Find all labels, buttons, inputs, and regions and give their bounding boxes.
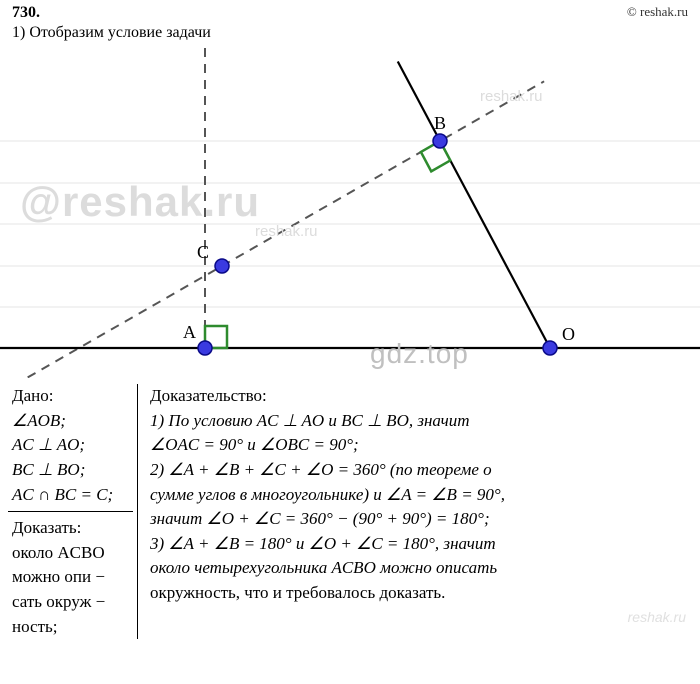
proof-section: Дано: ∠AOB; AC ⊥ AO; BC ⊥ BO; AC ∩ BC = … — [0, 378, 700, 645]
prove-line: можно опи − — [12, 565, 129, 590]
given-title: Дано: — [12, 384, 129, 409]
prove-line: сать окруж − — [12, 590, 129, 615]
proof-title: Доказательство: — [150, 384, 692, 409]
problem-number: 730. — [12, 4, 40, 22]
copyright-text: © reshak.ru — [627, 4, 688, 22]
divider — [8, 511, 133, 512]
svg-text:C: C — [197, 242, 209, 262]
given-line: AC ∩ BC = C; — [12, 483, 129, 508]
given-line: AC ⊥ AO; — [12, 433, 129, 458]
svg-text:O: O — [562, 324, 575, 344]
proof-line: 2) ∠A + ∠B + ∠C + ∠O = 360° (по теореме … — [150, 458, 692, 483]
geometry-figure: ABCO @reshak.ru reshak.ru reshak.ru gdz.… — [0, 48, 700, 378]
svg-text:A: A — [183, 322, 196, 342]
prove-line: около ACBO — [12, 541, 129, 566]
prove-title: Доказать: — [12, 516, 129, 541]
given-line: BC ⊥ BO; — [12, 458, 129, 483]
proof-line: ∠OAC = 90° и ∠OBC = 90°; — [150, 433, 692, 458]
proof-line: около четырехугольника ACBO можно описат… — [150, 556, 692, 581]
proof-line: значит ∠O + ∠C = 360° − (90° + 90°) = 18… — [150, 507, 692, 532]
svg-text:B: B — [434, 113, 446, 133]
given-column: Дано: ∠AOB; AC ⊥ AO; BC ⊥ BO; AC ∩ BC = … — [8, 384, 138, 639]
proof-line: 1) По условию AC ⊥ AO и BC ⊥ BO, значит — [150, 409, 692, 434]
proof-line: окружность, что и требовалось доказать. — [150, 581, 692, 606]
proof-line: сумме углов в многоугольнике) и ∠A = ∠B … — [150, 483, 692, 508]
given-line: ∠AOB; — [12, 409, 129, 434]
step-heading: 1) Отобразим условие задачи — [0, 22, 700, 48]
prove-line: ность; — [12, 615, 129, 640]
proof-column: Доказательство: 1) По условию AC ⊥ AO и … — [138, 384, 692, 639]
proof-line: 3) ∠A + ∠B = 180° и ∠O + ∠C = 180°, знач… — [150, 532, 692, 557]
